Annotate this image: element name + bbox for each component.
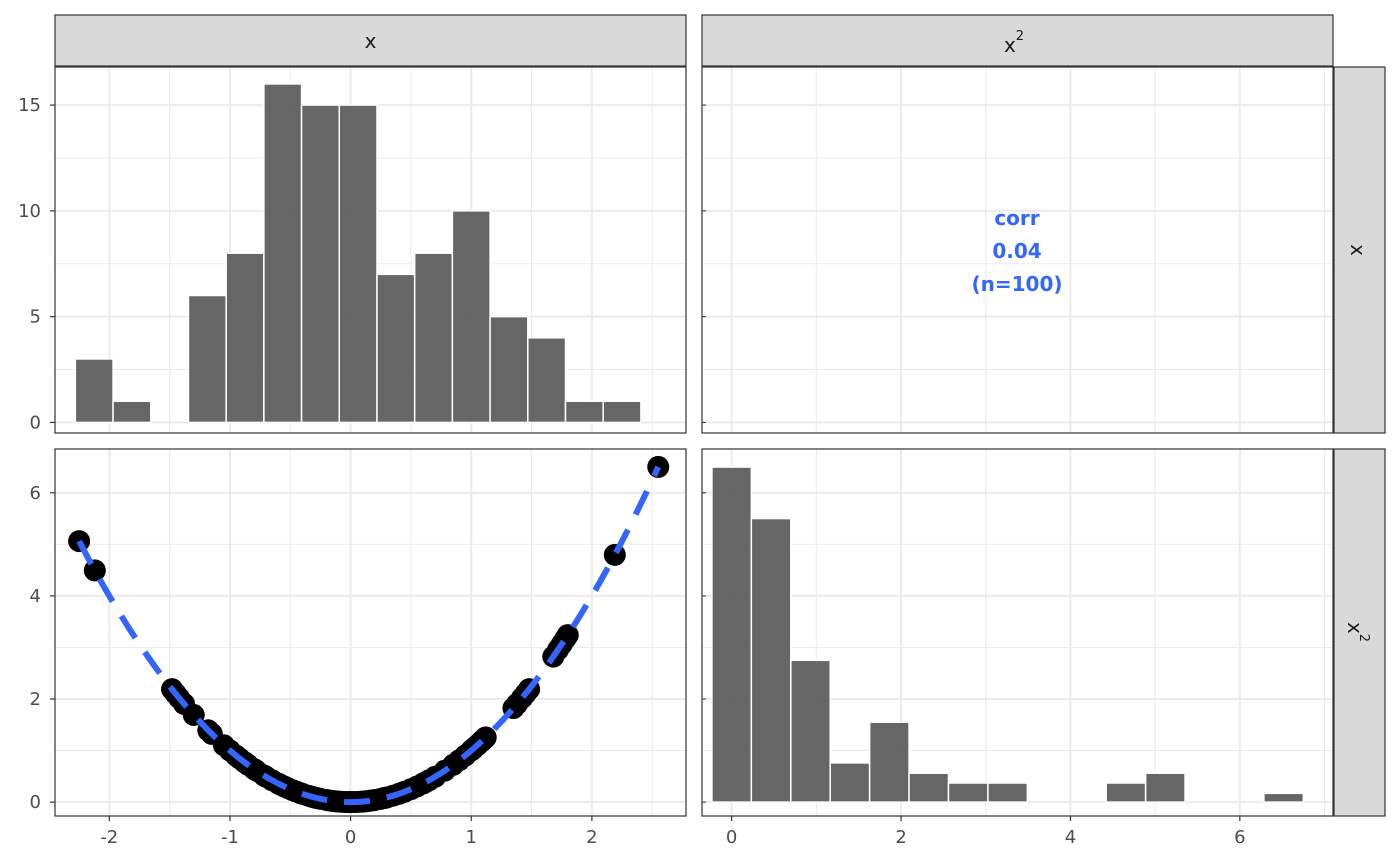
x-tick-label: 2: [895, 827, 906, 848]
row-strip-x-label: x: [1346, 244, 1370, 256]
panel-border: [54, 66, 687, 434]
panel-border: [54, 448, 687, 817]
histogram-bar: [750, 517, 792, 803]
x-tick-label: 1: [466, 827, 477, 848]
y-axis-bottom: 0 2 4 6: [30, 483, 55, 813]
corr-n: (n=100): [971, 272, 1062, 296]
panel-scatter-x-vs-x2: [54, 448, 687, 817]
histogram-bar: [790, 659, 831, 803]
gridlines: [702, 67, 1333, 433]
row-strip-x2: x2: [1333, 448, 1386, 817]
histogram-bar: [225, 252, 265, 424]
column-strip-x2-label: x2: [1004, 29, 1024, 57]
histogram-bar: [602, 400, 642, 424]
histogram-bar: [868, 721, 910, 803]
gridlines: [55, 449, 686, 816]
histogram-bar: [947, 782, 989, 803]
corr-label: corr: [994, 206, 1039, 230]
smooth-fit-line: [76, 465, 661, 806]
panel-border: [701, 66, 1334, 434]
x-tick-label: 4: [1065, 827, 1076, 848]
x-tick-label: -2: [100, 827, 118, 848]
histogram-bar: [413, 252, 454, 424]
y-tick-label: 5: [30, 307, 41, 328]
histogram-bar: [451, 210, 491, 424]
y-tick-label: 15: [18, 95, 41, 116]
y-tick-label: 10: [18, 201, 41, 222]
panel-histogram-x: [54, 66, 687, 434]
histogram-bar: [1105, 782, 1147, 803]
histogram-bar: [987, 782, 1029, 803]
histogram-bar: [564, 400, 604, 424]
histogram-bar: [112, 400, 152, 424]
histogram-bar: [338, 104, 378, 424]
histogram-bar: [908, 772, 950, 803]
x-axis-right: 0 2 4 6: [726, 816, 1246, 848]
column-strip-x-label: x: [365, 29, 377, 53]
y-tick-label: 0: [30, 412, 41, 433]
histogram-bar: [187, 294, 227, 424]
corr-value: 0.04: [992, 239, 1041, 263]
y-axis-top: 0 5 10 15: [18, 95, 55, 433]
y-tick-label: 2: [30, 689, 41, 710]
histogram-bar: [300, 104, 341, 424]
panel-border: [701, 448, 1334, 817]
y-tick-label: 4: [30, 586, 41, 607]
panel-histogram-x2: [701, 448, 1334, 817]
histogram-bar: [711, 466, 753, 803]
row-strip-x: x: [1333, 66, 1386, 434]
histogram-bar: [1263, 792, 1305, 803]
histogram-bar: [263, 83, 303, 424]
histogram-bar: [74, 358, 114, 424]
histogram-bar: [527, 337, 567, 424]
histogram-bar: [489, 315, 529, 424]
histogram-bar: [1144, 772, 1186, 803]
histogram-bar: [376, 273, 416, 424]
y-tick-label: 6: [30, 483, 41, 504]
x-tick-label: 2: [586, 827, 597, 848]
row-strip-x2-label: x2: [1343, 622, 1371, 642]
y-tick-label: 0: [30, 792, 41, 813]
x-axis-left: -2 -1 0 1 2: [100, 816, 598, 848]
x-tick-label: 6: [1234, 827, 1245, 848]
x-tick-label: -1: [221, 827, 239, 848]
histogram-bar: [829, 762, 871, 803]
scatter-point: [68, 530, 91, 553]
scatter-point: [603, 543, 626, 566]
column-strip-x: x: [54, 14, 687, 67]
x-tick-label: 0: [345, 827, 356, 848]
panel-correlation: corr 0.04 (n=100): [701, 66, 1334, 434]
x-tick-label: 0: [726, 827, 737, 848]
column-strip-x2: x2: [701, 14, 1334, 67]
